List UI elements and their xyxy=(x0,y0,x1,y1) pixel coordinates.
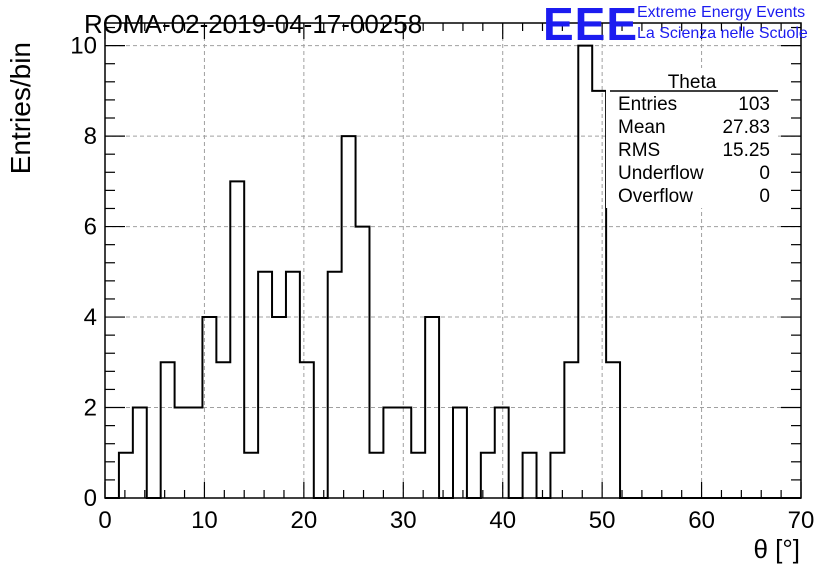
x-tick-label: 40 xyxy=(489,507,516,534)
plot-frame xyxy=(104,22,802,499)
x-tick-label: 10 xyxy=(191,507,218,534)
histogram-bin xyxy=(300,362,314,498)
x-tick-label: 70 xyxy=(788,507,815,534)
histogram-bin xyxy=(133,408,147,498)
y-axis-label: Entries/bin xyxy=(5,42,36,174)
stats-label: Underflow xyxy=(618,163,704,184)
stats-label: Overflow xyxy=(618,186,693,207)
stats-value: 15.25 xyxy=(722,140,770,161)
histogram-bin xyxy=(369,453,383,498)
y-tick-label: 4 xyxy=(84,304,97,331)
stats-label: Entries xyxy=(618,94,677,115)
histogram-bin xyxy=(161,362,175,498)
logo-subtitle-line2: La Scienza nelle Scuole xyxy=(637,25,808,42)
x-tick-label: 60 xyxy=(688,507,715,534)
histogram-bin xyxy=(523,453,537,498)
histogram-bin xyxy=(453,408,467,498)
stats-value: 27.83 xyxy=(722,117,770,138)
histogram-bin xyxy=(397,408,411,498)
axis-ticks xyxy=(104,23,802,499)
stats-label: Mean xyxy=(618,117,666,138)
x-tick-label: 0 xyxy=(98,507,111,534)
stats-title: Theta xyxy=(668,72,717,93)
eee-logo: EEE xyxy=(543,0,639,50)
x-tick-label: 50 xyxy=(589,507,616,534)
stats-label: RMS xyxy=(618,140,660,161)
histogram-bin xyxy=(119,453,133,498)
stats-value: 0 xyxy=(759,163,770,184)
x-tick-label: 20 xyxy=(291,507,318,534)
histogram-bin xyxy=(383,408,397,498)
y-tick-label: 8 xyxy=(84,123,97,150)
histogram-bin xyxy=(592,91,606,498)
histogram-bin xyxy=(356,227,370,498)
histogram-bin xyxy=(286,272,300,498)
y-tick-label: 6 xyxy=(84,214,97,241)
x-tick-label: 30 xyxy=(390,507,417,534)
y-tick-label: 10 xyxy=(70,33,97,60)
y-tick-label: 0 xyxy=(84,485,97,512)
histogram-bin xyxy=(495,408,509,498)
histogram-bin xyxy=(328,272,342,498)
y-tick-label: 2 xyxy=(84,395,97,422)
logo-subtitle-line1: Extreme Energy Events xyxy=(637,4,806,21)
histogram-bin xyxy=(578,46,592,498)
run-title: ROMA-02-2019-04-17-00258 xyxy=(84,9,423,39)
histogram-bin xyxy=(258,272,272,498)
histogram-bin xyxy=(564,362,578,498)
histogram-bin xyxy=(606,362,620,498)
x-axis-label: θ [°] xyxy=(753,534,800,564)
histogram-bin xyxy=(244,453,258,498)
grid-lines xyxy=(105,23,801,498)
histogram-outline xyxy=(105,44,801,499)
histogram-bin xyxy=(175,408,189,498)
histogram-bin xyxy=(230,181,244,498)
stats-value: 103 xyxy=(738,94,770,115)
histogram-bin xyxy=(189,408,203,498)
histogram-bin xyxy=(216,362,230,498)
stats-value: 0 xyxy=(759,186,770,207)
